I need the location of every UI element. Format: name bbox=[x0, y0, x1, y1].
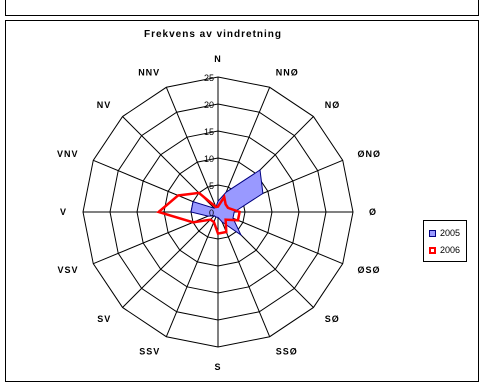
category-label-9: SSV bbox=[139, 347, 160, 357]
category-label-14: NV bbox=[97, 100, 112, 110]
category-label-12: V bbox=[60, 207, 67, 217]
series-2006-area bbox=[156, 191, 242, 236]
legend: 2005 2006 bbox=[423, 220, 467, 262]
r-tick-label-25: 25 bbox=[204, 73, 214, 83]
legend-label-2006: 2006 bbox=[440, 245, 461, 255]
series-2005-area bbox=[190, 169, 264, 237]
previous-chart-frame bbox=[5, 0, 479, 16]
chart-title: Frekvens av vindretning bbox=[144, 29, 282, 40]
spoke-1 bbox=[217, 87, 271, 213]
r-tick-label-10: 10 bbox=[204, 154, 214, 164]
spoke-9 bbox=[165, 211, 219, 337]
category-label-3: ØNØ bbox=[358, 149, 382, 159]
r-tick-label-20: 20 bbox=[204, 100, 214, 110]
category-label-10: SV bbox=[97, 314, 111, 324]
category-label-4: Ø bbox=[369, 207, 377, 217]
legend-item-2005: 2005 bbox=[429, 227, 460, 239]
spoke-15 bbox=[165, 87, 219, 213]
category-label-5: ØSØ bbox=[358, 265, 381, 275]
category-label-11: VSV bbox=[57, 265, 78, 275]
category-label-6: SØ bbox=[325, 314, 340, 324]
category-label-1: NNØ bbox=[276, 67, 299, 77]
category-label-7: SSØ bbox=[276, 347, 298, 357]
r-tick-label-5: 5 bbox=[209, 181, 214, 191]
legend-swatch-2005 bbox=[429, 229, 436, 237]
r-tick-label-0: 0 bbox=[209, 208, 214, 218]
category-label-2: NØ bbox=[325, 100, 341, 110]
r-tick-label-15: 15 bbox=[204, 127, 214, 137]
category-label-0: N bbox=[214, 54, 222, 64]
category-label-13: VNV bbox=[57, 149, 79, 159]
category-label-8: S bbox=[214, 362, 221, 372]
legend-label-2005: 2005 bbox=[440, 228, 461, 238]
category-label-15: NNV bbox=[138, 67, 160, 77]
legend-swatch-2006 bbox=[429, 246, 436, 254]
legend-item-2006: 2006 bbox=[429, 244, 460, 256]
spoke-10 bbox=[122, 211, 219, 308]
